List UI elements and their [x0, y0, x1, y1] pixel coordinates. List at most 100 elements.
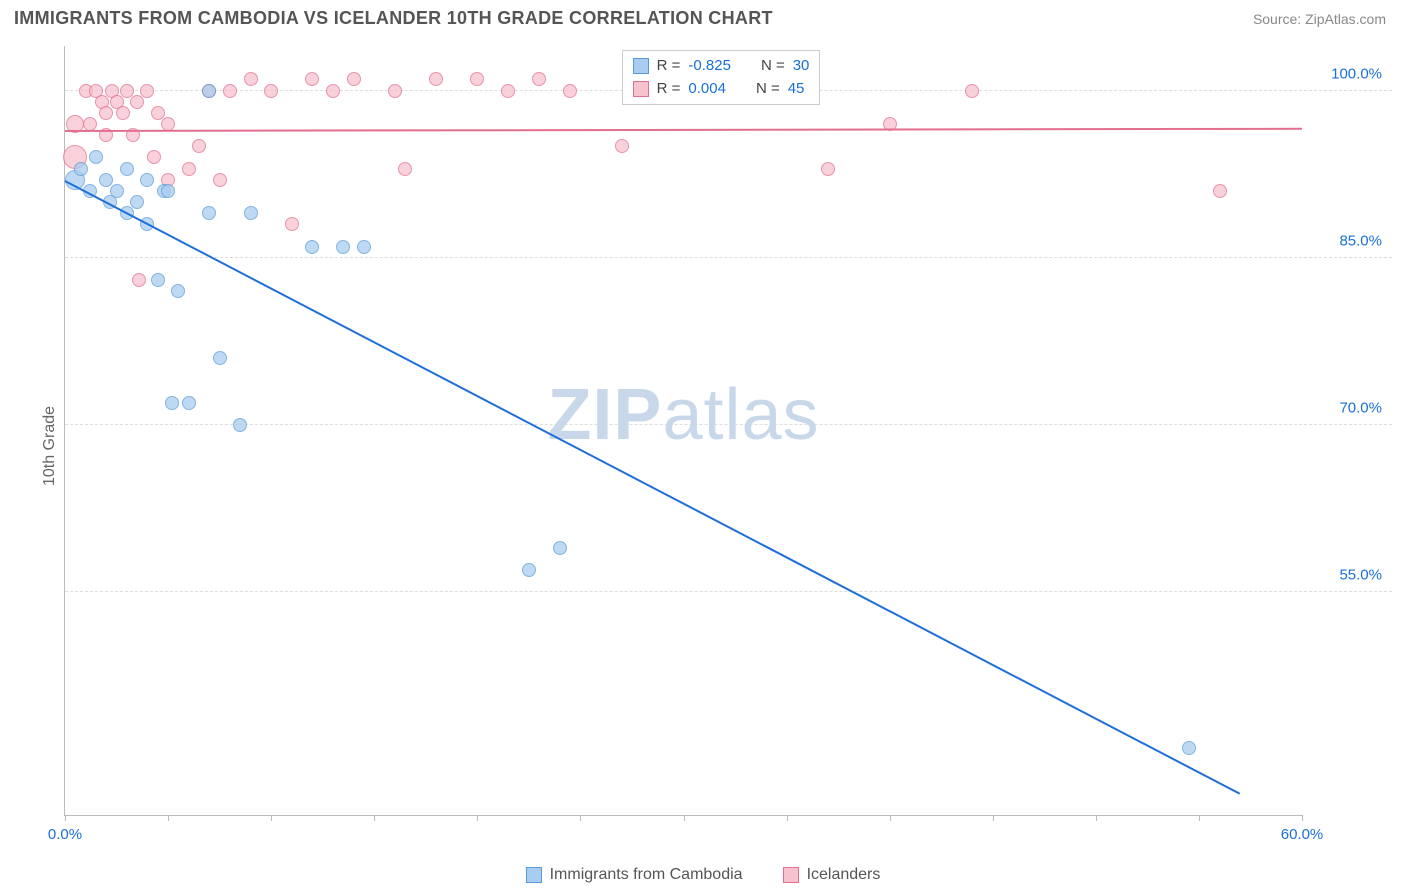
x-tick [374, 815, 375, 821]
x-tick [684, 815, 685, 821]
data-point [213, 173, 227, 187]
data-point [357, 240, 371, 254]
data-point [305, 240, 319, 254]
data-point [171, 284, 185, 298]
legend-item: Icelanders [783, 866, 881, 884]
data-point [305, 72, 319, 86]
data-point [110, 184, 124, 198]
data-point [264, 84, 278, 98]
x-tick [168, 815, 169, 821]
x-tick [890, 815, 891, 821]
x-tick [580, 815, 581, 821]
x-tick [271, 815, 272, 821]
data-point [965, 84, 979, 98]
gridline [65, 424, 1392, 425]
data-point [140, 84, 154, 98]
data-point [429, 72, 443, 86]
data-point [130, 195, 144, 209]
data-point [563, 84, 577, 98]
stat-n-label: N = [756, 78, 780, 101]
data-point [347, 72, 361, 86]
data-point [388, 84, 402, 98]
data-point [398, 162, 412, 176]
data-point [233, 418, 247, 432]
stat-n-label: N = [761, 55, 785, 78]
legend-swatch [783, 867, 799, 883]
y-axis-label: 10th Grade [41, 406, 59, 486]
plot-region: ZIPatlas R = -0.825 N = 30 R = 0.004 N = 45… [64, 46, 1302, 816]
data-point [1182, 741, 1196, 755]
trend-line [65, 180, 1241, 795]
stats-legend: R = -0.825 N = 30 R = 0.004 N = 45 [622, 50, 821, 105]
legend-swatch [633, 81, 649, 97]
gridline [65, 591, 1392, 592]
stat-n-value: 30 [793, 55, 810, 78]
y-tick-label: 100.0% [1331, 65, 1382, 82]
data-point [470, 72, 484, 86]
data-point [165, 396, 179, 410]
x-tick [993, 815, 994, 821]
data-point [244, 72, 258, 86]
data-point [501, 84, 515, 98]
chart-title: IMMIGRANTS FROM CAMBODIA VS ICELANDER 10… [14, 8, 773, 29]
data-point [151, 273, 165, 287]
data-point [132, 273, 146, 287]
data-point [532, 72, 546, 86]
data-point [1213, 184, 1227, 198]
data-point [182, 396, 196, 410]
data-point [202, 84, 216, 98]
data-point [147, 150, 161, 164]
data-point [202, 206, 216, 220]
x-tick-label: 0.0% [48, 826, 82, 843]
y-tick-label: 85.0% [1339, 232, 1382, 249]
legend-stats-row: R = -0.825 N = 30 [633, 55, 810, 78]
watermark: ZIPatlas [547, 374, 819, 456]
legend-stats-row: R = 0.004 N = 45 [633, 78, 810, 101]
data-point [130, 95, 144, 109]
stat-n-value: 45 [788, 78, 805, 101]
data-point [244, 206, 258, 220]
legend-label: Immigrants from Cambodia [550, 866, 743, 884]
data-point [120, 162, 134, 176]
data-point [89, 150, 103, 164]
chart-area: 10th Grade ZIPatlas R = -0.825 N = 30R = … [14, 40, 1392, 852]
stat-r-value: -0.825 [688, 55, 731, 78]
data-point [182, 162, 196, 176]
data-point [74, 162, 88, 176]
x-tick [65, 815, 66, 821]
x-tick [787, 815, 788, 821]
source-label: Source: ZipAtlas.com [1253, 11, 1386, 27]
data-point [116, 106, 130, 120]
data-point [615, 139, 629, 153]
stat-r-label: R = [657, 55, 681, 78]
data-point [522, 563, 536, 577]
legend-swatch [526, 867, 542, 883]
legend-swatch [633, 58, 649, 74]
data-point [285, 217, 299, 231]
x-tick [477, 815, 478, 821]
data-point [821, 162, 835, 176]
x-tick [1096, 815, 1097, 821]
x-tick [1302, 815, 1303, 821]
data-point [83, 117, 97, 131]
y-tick-label: 55.0% [1339, 567, 1382, 584]
stat-r-value: 0.004 [688, 78, 726, 101]
trend-line [65, 127, 1302, 131]
watermark-light: atlas [662, 375, 819, 455]
x-tick-label: 60.0% [1281, 826, 1324, 843]
x-tick [1199, 815, 1200, 821]
data-point [192, 139, 206, 153]
data-point [161, 184, 175, 198]
data-point [99, 106, 113, 120]
series-legend: Immigrants from Cambodia Icelanders [0, 866, 1406, 884]
legend-label: Icelanders [807, 866, 881, 884]
data-point [326, 84, 340, 98]
data-point [213, 351, 227, 365]
stat-r-label: R = [657, 78, 681, 101]
legend-item: Immigrants from Cambodia [526, 866, 743, 884]
data-point [336, 240, 350, 254]
data-point [223, 84, 237, 98]
gridline [65, 257, 1392, 258]
data-point [140, 173, 154, 187]
y-tick-label: 70.0% [1339, 399, 1382, 416]
